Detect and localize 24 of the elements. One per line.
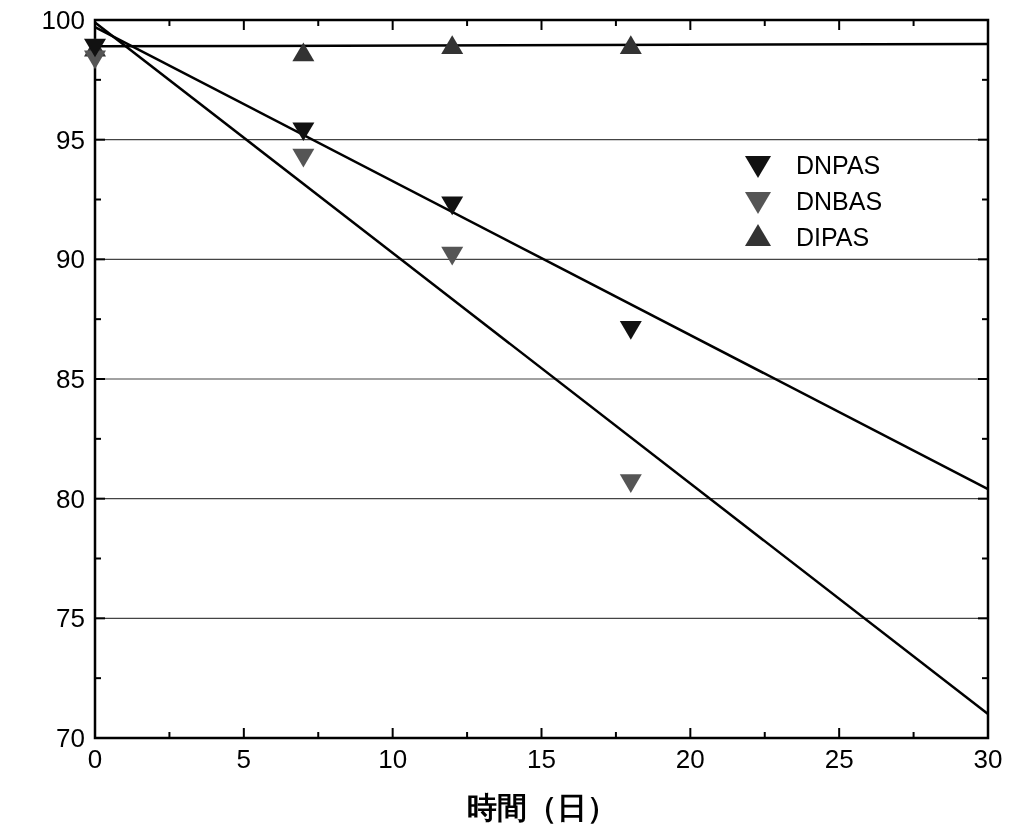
- y-tick-label: 75: [56, 603, 85, 634]
- y-tick-label: 80: [56, 483, 85, 514]
- x-tick-label: 15: [527, 744, 556, 774]
- legend-label: DNBAS: [796, 187, 883, 215]
- y-tick-label: 95: [56, 124, 85, 155]
- point: [619, 474, 642, 493]
- y-tick-label: 100: [41, 5, 85, 35]
- point: [441, 246, 464, 266]
- y-tick-label: 85: [56, 364, 85, 394]
- x-tick-label: 0: [87, 744, 103, 774]
- x-axis-title: 時間（日）: [466, 791, 617, 824]
- x-tick-label: 5: [236, 744, 252, 774]
- point: [619, 321, 642, 340]
- y-tick-label: 90: [56, 244, 85, 275]
- x-tick-label: 25: [824, 744, 854, 774]
- x-tick-label: 20: [675, 744, 705, 774]
- y-tick-label: 70: [56, 723, 85, 753]
- legend-label: DNPAS: [796, 151, 881, 179]
- legend-label: DIPAS: [796, 223, 870, 251]
- point: [292, 122, 315, 142]
- point: [292, 148, 315, 168]
- point: [441, 196, 464, 216]
- x-tick-label: 10: [378, 744, 408, 774]
- x-tick-label: 30: [973, 744, 1003, 774]
